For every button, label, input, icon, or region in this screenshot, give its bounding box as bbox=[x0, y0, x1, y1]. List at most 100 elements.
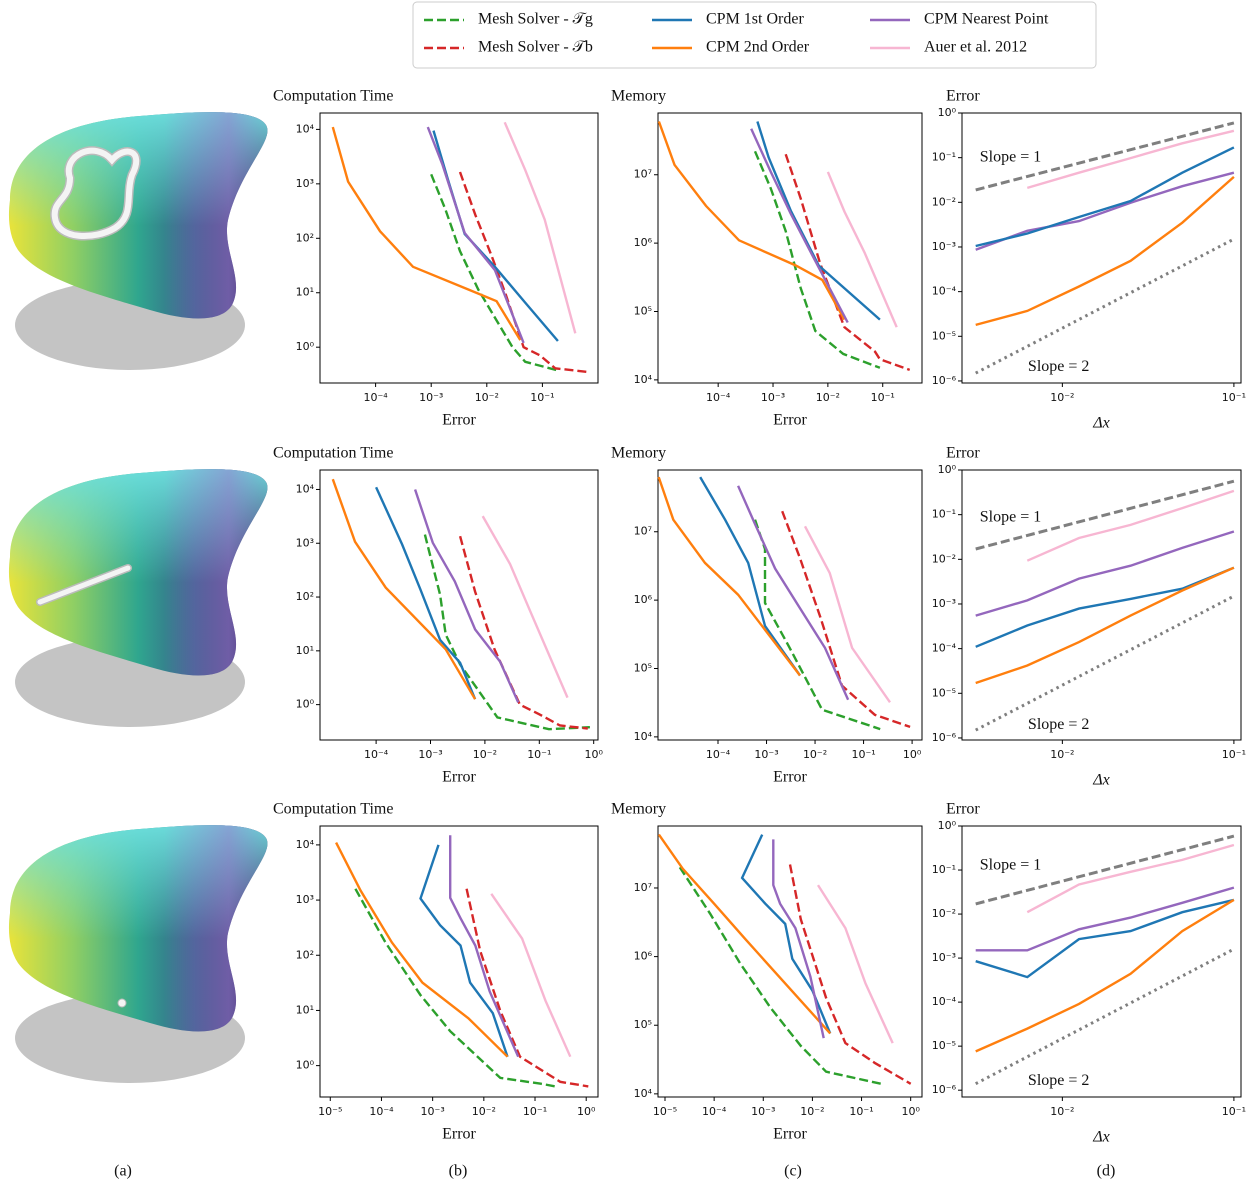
series-line bbox=[753, 150, 881, 369]
chart-title: Memory bbox=[611, 445, 666, 462]
x-tick-label: 10⁻² bbox=[1050, 748, 1074, 761]
series-line bbox=[975, 146, 1235, 248]
series-line bbox=[784, 153, 911, 372]
y-tick-label: 10⁶ bbox=[634, 950, 653, 963]
x-tick-label: 10⁻¹ bbox=[849, 1105, 873, 1118]
series-line bbox=[1026, 489, 1235, 562]
y-tick-label: 10⁵ bbox=[634, 661, 652, 674]
series-line bbox=[335, 842, 509, 1058]
legend-label: CPM Nearest Point bbox=[924, 11, 1049, 28]
annotation: Slope = 2 bbox=[1028, 1072, 1089, 1089]
y-tick-label: 10² bbox=[296, 948, 314, 961]
x-tick-label: 10⁰ bbox=[577, 1105, 596, 1118]
series-line bbox=[756, 121, 881, 321]
x-tick-label: 10⁻³ bbox=[751, 1105, 775, 1118]
series-line bbox=[458, 535, 588, 730]
y-tick-label: 10⁰ bbox=[938, 819, 957, 832]
series-line bbox=[657, 121, 846, 321]
series-line bbox=[975, 176, 1235, 327]
chart-title: Computation Time bbox=[273, 88, 393, 105]
y-tick-label: 10³ bbox=[296, 536, 314, 549]
y-tick-label: 10⁴ bbox=[296, 482, 315, 495]
y-tick-label: 10⁻⁴ bbox=[932, 995, 957, 1008]
chart-title: Memory bbox=[611, 801, 666, 818]
series-line bbox=[419, 844, 509, 1058]
plot-frame bbox=[319, 112, 599, 384]
series-line bbox=[331, 126, 522, 341]
x-axis-label: Δx bbox=[1092, 772, 1110, 789]
series-line bbox=[423, 534, 590, 731]
chart-title: Computation Time bbox=[273, 801, 393, 818]
series-line bbox=[975, 121, 1235, 192]
plot-frame bbox=[319, 825, 599, 1098]
x-tick-label: 10⁻⁵ bbox=[318, 1105, 342, 1118]
panel-label: (c) bbox=[784, 1163, 802, 1180]
y-tick-label: 10⁶ bbox=[634, 593, 653, 606]
y-tick-label: 10⁻⁴ bbox=[932, 642, 957, 655]
render-row-1 bbox=[8, 112, 268, 370]
series-line bbox=[503, 121, 577, 334]
y-tick-label: 10⁻⁵ bbox=[932, 1039, 956, 1052]
y-tick-label: 10⁻⁵ bbox=[932, 686, 956, 699]
render-row-2 bbox=[8, 469, 268, 727]
y-tick-label: 10⁰ bbox=[938, 106, 957, 119]
series-line bbox=[772, 839, 825, 1039]
x-tick-label: 10⁻² bbox=[475, 391, 499, 404]
y-tick-label: 10⁻³ bbox=[932, 240, 956, 253]
legend-label: Mesh Solver - 𝒯b bbox=[478, 39, 593, 56]
x-tick-label: 10⁻¹ bbox=[1222, 1105, 1246, 1118]
series-line bbox=[975, 237, 1235, 375]
plot-frame bbox=[657, 825, 923, 1098]
annotation: Slope = 1 bbox=[980, 508, 1041, 525]
series-line bbox=[426, 126, 525, 344]
panel-label: (a) bbox=[114, 1163, 132, 1180]
y-tick-label: 10⁻³ bbox=[932, 597, 956, 610]
y-tick-label: 10⁴ bbox=[296, 838, 315, 851]
annotation: Slope = 1 bbox=[980, 856, 1041, 873]
x-axis-label: Δx bbox=[1092, 1129, 1110, 1146]
y-tick-label: 10³ bbox=[296, 893, 314, 906]
series-line bbox=[737, 485, 850, 701]
series-line bbox=[803, 525, 891, 703]
x-tick-label: 10⁻² bbox=[473, 748, 497, 761]
x-tick-label: 10⁻¹ bbox=[523, 1105, 547, 1118]
series-line bbox=[699, 476, 801, 677]
y-tick-label: 10⁴ bbox=[634, 373, 653, 386]
legend-label: Auer et al. 2012 bbox=[924, 39, 1027, 56]
plot-frame bbox=[961, 112, 1242, 384]
series-line bbox=[975, 594, 1235, 732]
series-line bbox=[481, 515, 569, 699]
y-tick-label: 10⁰ bbox=[296, 340, 315, 353]
plot-frame bbox=[657, 469, 923, 741]
x-tick-label: 10⁻³ bbox=[418, 748, 442, 761]
series-line bbox=[788, 864, 912, 1085]
panel-label: (d) bbox=[1097, 1163, 1116, 1180]
plot-frame bbox=[657, 112, 923, 384]
x-tick-label: 10⁻² bbox=[800, 1105, 824, 1118]
annotation: Slope = 2 bbox=[1028, 716, 1089, 733]
y-tick-label: 10⁷ bbox=[634, 881, 652, 894]
series-line bbox=[975, 530, 1235, 617]
plot-frame bbox=[961, 469, 1242, 741]
series-line bbox=[657, 833, 832, 1035]
x-tick-label: 10⁻¹ bbox=[527, 748, 551, 761]
y-tick-label: 10⁻² bbox=[932, 907, 956, 920]
chart-title: Error bbox=[946, 801, 980, 818]
series-line bbox=[1026, 843, 1235, 914]
y-tick-label: 10⁻⁴ bbox=[932, 285, 957, 298]
y-tick-label: 10⁻⁶ bbox=[932, 1083, 957, 1096]
series-line bbox=[975, 898, 1235, 1053]
y-tick-label: 10⁻² bbox=[932, 552, 956, 565]
series-line bbox=[657, 476, 801, 677]
curve bbox=[51, 147, 140, 239]
y-tick-label: 10⁷ bbox=[634, 525, 652, 538]
x-tick-label: 10⁻⁴ bbox=[364, 748, 389, 761]
x-axis-label: Error bbox=[773, 412, 807, 429]
y-tick-label: 10⁵ bbox=[634, 304, 652, 317]
series-line bbox=[331, 478, 477, 700]
x-tick-label: 10⁻¹ bbox=[871, 391, 895, 404]
chart-title: Memory bbox=[611, 88, 666, 105]
y-tick-label: 10⁷ bbox=[634, 168, 652, 181]
series-line bbox=[975, 886, 1235, 952]
point bbox=[117, 998, 127, 1008]
